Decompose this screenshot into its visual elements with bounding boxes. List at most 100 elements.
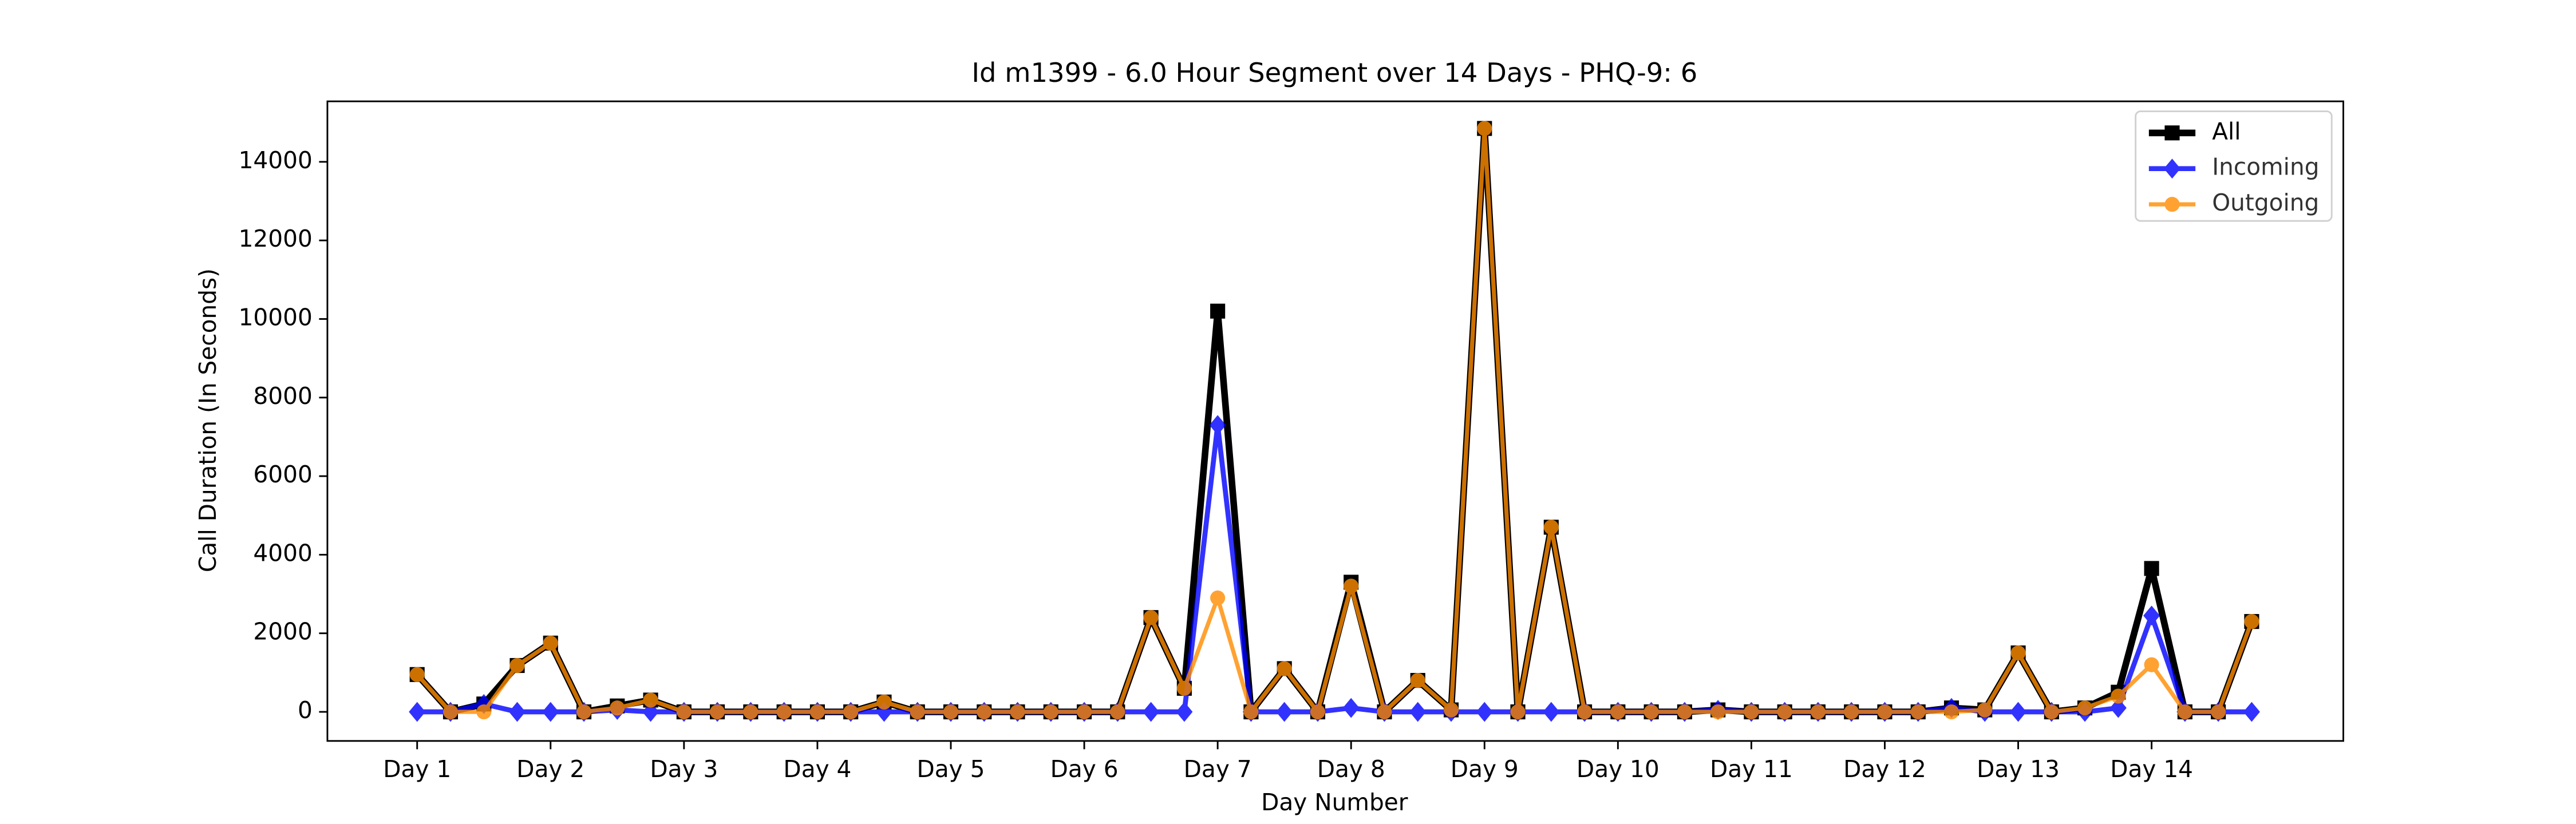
plot-frame xyxy=(326,100,2344,742)
marker xyxy=(1977,702,1993,718)
x-axis-label: Day Number xyxy=(1261,789,1408,816)
marker xyxy=(1409,702,1427,722)
marker xyxy=(676,704,692,720)
x-tick-label: Day 2 xyxy=(516,755,584,783)
marker xyxy=(1344,579,1359,594)
legend-entry: All xyxy=(2148,117,2241,145)
legend-label: All xyxy=(2212,117,2241,145)
marker xyxy=(1143,702,1160,722)
marker xyxy=(1877,704,1893,720)
marker xyxy=(2111,688,2126,704)
marker xyxy=(1210,303,1226,319)
marker xyxy=(1410,673,1425,688)
marker xyxy=(2243,702,2260,722)
marker xyxy=(1010,704,1025,720)
marker xyxy=(543,635,558,651)
legend-box xyxy=(2135,110,2333,222)
marker xyxy=(2010,702,2027,722)
x-tick-label: Day 13 xyxy=(1977,755,2060,783)
chart-title: Id m1399 - 6.0 Hour Segment over 14 Days… xyxy=(971,57,1697,88)
marker xyxy=(910,704,925,720)
x-tick-label: Day 10 xyxy=(1577,755,1660,783)
x-tick-label: Day 6 xyxy=(1050,755,1119,783)
x-tick-label: Day 14 xyxy=(2110,755,2193,783)
marker xyxy=(809,704,825,720)
marker xyxy=(643,692,658,708)
marker xyxy=(1310,704,1326,720)
x-tick-label: Day 5 xyxy=(917,755,985,783)
y-tick-label: 10000 xyxy=(239,303,313,331)
marker xyxy=(1110,704,1125,720)
marker xyxy=(776,704,792,720)
marker xyxy=(843,704,859,720)
marker xyxy=(2044,704,2059,720)
marker xyxy=(1543,702,1560,722)
legend-marker xyxy=(2164,125,2180,141)
marker xyxy=(1077,704,1092,720)
y-tick-label: 2000 xyxy=(253,618,312,645)
marker xyxy=(710,704,725,720)
legend-entry: Incoming xyxy=(2148,153,2320,181)
marker xyxy=(2010,645,2026,661)
marker xyxy=(1643,704,1659,720)
marker xyxy=(1677,704,1692,720)
x-tick-label: Day 7 xyxy=(1184,755,1252,783)
marker xyxy=(1043,704,1058,720)
marker xyxy=(1176,702,1193,722)
marker xyxy=(1910,704,1926,720)
marker xyxy=(542,702,559,722)
marker xyxy=(2144,561,2159,576)
x-tick-label: Day 3 xyxy=(650,755,718,783)
marker xyxy=(1276,702,1293,722)
marker xyxy=(442,704,459,720)
marker xyxy=(1810,704,1826,720)
x-tick-label: Day 12 xyxy=(1843,755,1926,783)
marker xyxy=(1943,704,1959,720)
marker xyxy=(1710,704,1726,720)
marker xyxy=(1777,704,1792,720)
marker xyxy=(2244,614,2259,629)
marker xyxy=(2177,704,2192,720)
marker xyxy=(1744,704,1759,720)
x-tick-label: Day 11 xyxy=(1710,755,1793,783)
marker xyxy=(876,694,892,710)
marker xyxy=(508,702,526,722)
legend-marker xyxy=(2164,159,2181,179)
marker xyxy=(1443,702,1459,718)
marker xyxy=(1377,704,1392,720)
marker xyxy=(1210,590,1226,605)
marker xyxy=(2143,605,2160,626)
marker xyxy=(1243,704,1259,720)
marker xyxy=(1143,610,1159,625)
y-tick-label: 14000 xyxy=(239,146,313,174)
marker xyxy=(610,700,625,716)
marker xyxy=(977,704,992,720)
x-tick-label: Day 8 xyxy=(1317,755,1385,783)
y-tick-label: 6000 xyxy=(253,461,312,488)
y-tick-label: 4000 xyxy=(253,539,312,566)
marker xyxy=(2077,700,2093,716)
series xyxy=(409,121,2259,720)
legend-label: Incoming xyxy=(2212,153,2319,181)
marker xyxy=(1844,704,1859,720)
marker xyxy=(1510,704,1526,720)
marker xyxy=(743,704,758,720)
marker xyxy=(1543,520,1559,535)
x-tick-label: Day 9 xyxy=(1451,755,1519,783)
marker xyxy=(642,702,659,722)
marker xyxy=(1610,704,1626,720)
y-tick-label: 0 xyxy=(298,696,313,724)
marker xyxy=(1277,661,1292,676)
marker xyxy=(476,704,492,720)
marker xyxy=(2211,704,2226,720)
legend-label: Outgoing xyxy=(2212,189,2319,216)
y-tick-label: 12000 xyxy=(239,225,313,252)
marker xyxy=(1176,680,1192,696)
marker xyxy=(943,704,959,720)
y-tick-label: 8000 xyxy=(253,382,312,410)
marker xyxy=(2144,657,2159,672)
marker xyxy=(576,704,592,720)
marker xyxy=(1477,121,1492,136)
marker xyxy=(409,667,425,682)
